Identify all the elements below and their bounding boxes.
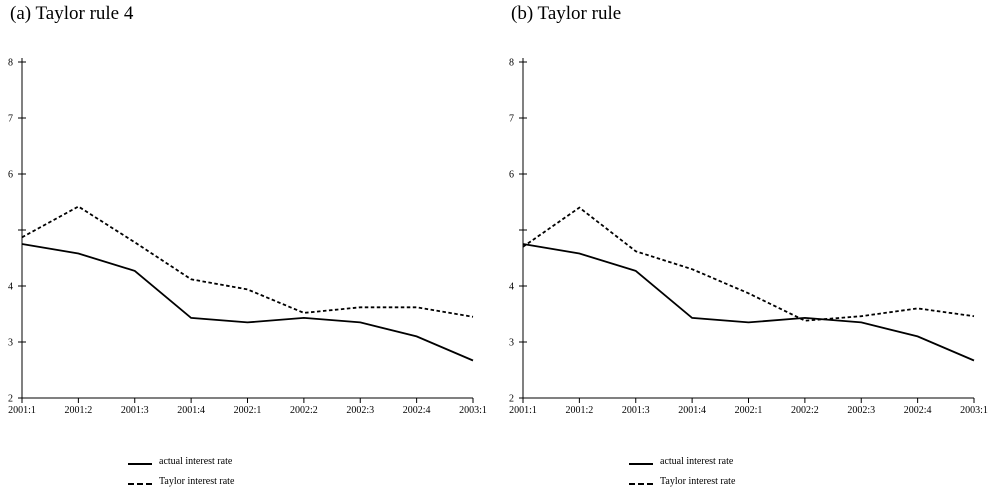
chart-title: (b) Taylor rule: [511, 3, 622, 24]
chart-plot-area: 2 3 4 6 7 8 2001:1 2001:2 2001:3 2001:4 2002:1 2002…: [8, 58, 487, 417]
y-tick-label: 8: [8, 58, 13, 69]
chart-title: (a) Taylor rule 4: [10, 3, 134, 24]
y-tick-label: 7: [509, 114, 514, 125]
legend-label: Taylor interest rate: [159, 476, 235, 487]
y-tick-label: 8: [509, 58, 514, 69]
chart-plot-area: 2 3 4 6 7 8 2001:1 2001:2 2001:3 2001:4 2002:1 2002…: [509, 58, 988, 417]
x-tick-label: 2001:3: [622, 405, 650, 416]
x-tick-label: 2003:1: [459, 405, 487, 416]
y-tick-label: 4: [8, 282, 13, 293]
x-tick-label: 2002:2: [791, 405, 819, 416]
series-line-taylor: [522, 206, 975, 322]
x-tick-label: 2002:4: [403, 405, 431, 416]
x-tick-label: 2001:1: [8, 405, 36, 416]
legend-label: Taylor interest rate: [660, 476, 736, 487]
x-tick-label: 2002:4: [904, 405, 932, 416]
x-tick-label: 2002:1: [735, 405, 763, 416]
y-tick-label: 7: [8, 114, 13, 125]
y-tick-label: 3: [8, 338, 13, 349]
y-tick-label: 6: [8, 170, 13, 181]
x-tick-label: 2001:2: [64, 405, 92, 416]
x-tick-label: 2001:3: [121, 405, 149, 416]
y-tick-label: 3: [509, 338, 514, 349]
y-tick-label: 2: [8, 394, 13, 405]
x-tick-label: 2001:4: [678, 405, 706, 416]
y-tick-label: 6: [509, 170, 514, 181]
x-tick-label: 2002:3: [346, 405, 374, 416]
x-tick-label: 2001:1: [509, 405, 537, 416]
series-line-taylor: [21, 205, 474, 318]
legend-swatch-dashed: [629, 483, 653, 485]
legend-swatch-solid: [629, 463, 653, 465]
legend-swatch-dashed: [128, 483, 152, 485]
y-tick-label: 2: [509, 394, 514, 405]
x-tick-label: 2002:1: [234, 405, 262, 416]
legend-label: actual interest rate: [159, 456, 233, 467]
legend-label: actual interest rate: [660, 456, 734, 467]
y-tick-label: 4: [509, 282, 514, 293]
legend-swatch-solid: [128, 463, 152, 465]
x-tick-label: 2002:2: [290, 405, 318, 416]
x-tick-label: 2001:4: [177, 405, 205, 416]
x-tick-label: 2001:2: [565, 405, 593, 416]
x-tick-label: 2003:1: [960, 405, 988, 416]
series-line-actual: [522, 243, 975, 362]
chart-panel-b: (b) Taylor rule 2 3 4 6 7 8 2001:1 2001:2 2001:3…: [501, 0, 1001, 499]
chart-panel-a: (a) Taylor rule 4 2 3 4 6 7 8 2001:1 2001:2 2001…: [0, 0, 500, 499]
x-tick-label: 2002:3: [847, 405, 875, 416]
series-line-actual: [21, 243, 474, 362]
